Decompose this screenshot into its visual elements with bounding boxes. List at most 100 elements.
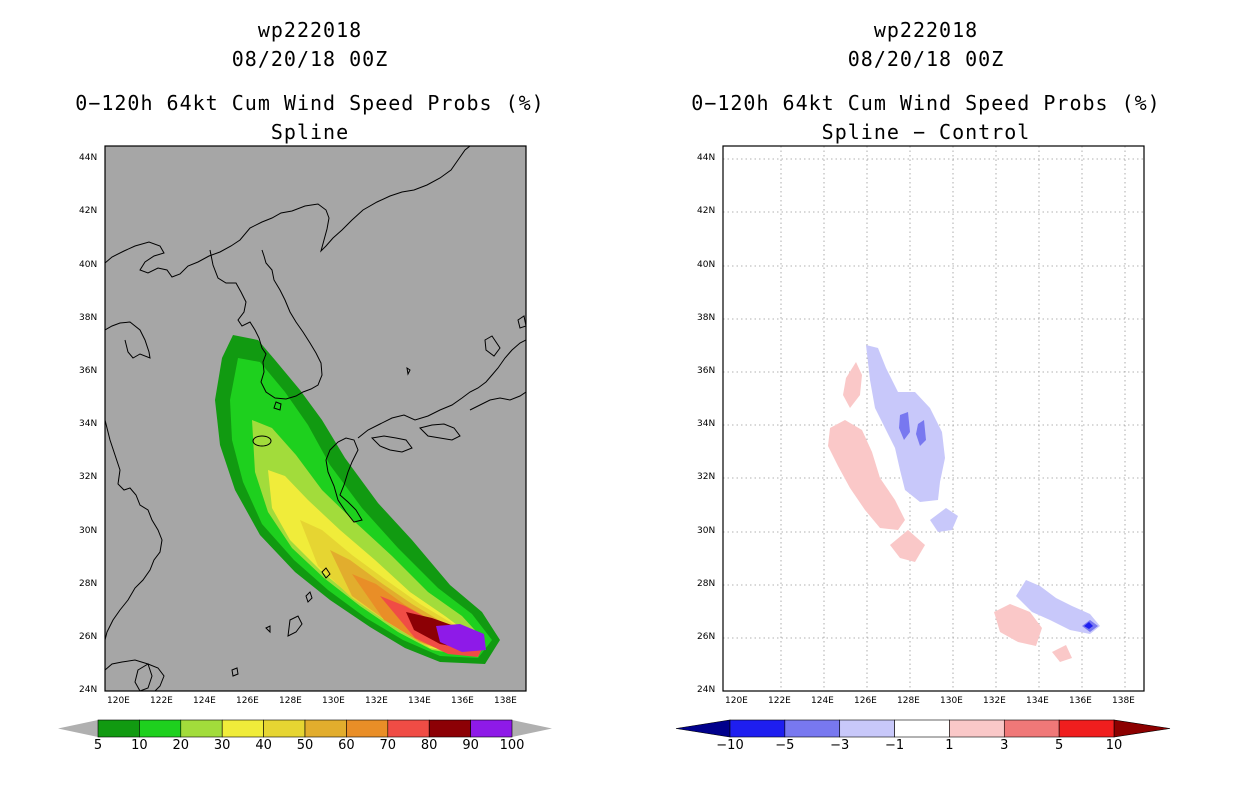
right-lon-tick: 130E <box>940 696 963 706</box>
right-title-storm-id: wp222018 <box>873 18 979 42</box>
colorbar-swatch <box>894 719 950 738</box>
left-colorbar-label: 80 <box>420 738 438 753</box>
colorbar-swatch <box>729 719 786 738</box>
difference-field <box>828 345 1100 662</box>
right-lon-tick: 128E <box>897 696 920 706</box>
colorbar-swatch <box>1003 719 1060 738</box>
right-title-date: 08/20/18 00Z <box>847 47 1005 71</box>
colorbar-swatch <box>221 719 264 738</box>
right-title-product: 0−120h 64kt Cum Wind Speed Probs (%) <box>691 91 1161 115</box>
colorbar-swatch <box>97 719 140 738</box>
colorbar-swatch <box>387 719 430 738</box>
colorbar-swatch <box>304 719 347 738</box>
left-lat-tick: 26N <box>79 632 98 642</box>
right-lat-tick: 24N <box>697 685 716 695</box>
left-lat-tick: 40N <box>79 260 98 270</box>
right-lat-tick: 30N <box>697 526 716 536</box>
left-lat-tick: 34N <box>79 419 98 429</box>
colorbar-end-right <box>512 720 552 737</box>
right-colorbar-label: −5 <box>775 738 795 753</box>
colorbar-swatch <box>470 719 513 738</box>
left-map-frame <box>104 145 527 692</box>
right-lat-tick: 42N <box>697 206 716 216</box>
right-lon-tick: 124E <box>811 696 834 706</box>
colorbar-swatch <box>949 719 1005 738</box>
left-lon-tick: 120E <box>107 696 130 706</box>
right-lon-tick: 122E <box>768 696 791 706</box>
left-lon-tick: 122E <box>150 696 173 706</box>
colorbar-end-right <box>1113 719 1171 738</box>
colorbar-swatch <box>1058 719 1115 738</box>
left-colorbar-label: 20 <box>172 738 190 753</box>
right-colorbar-label: −3 <box>830 738 850 753</box>
right-colorbar-label: 1 <box>945 738 954 753</box>
left-lon-tick: 124E <box>193 696 216 706</box>
right-colorbar-label: 3 <box>1000 738 1009 753</box>
right-map-panel <box>722 145 1145 692</box>
left-colorbar-label: 10 <box>131 738 148 753</box>
right-colorbar-label: 5 <box>1055 738 1064 753</box>
left-lat-tick: 32N <box>79 472 98 482</box>
right-lat-tick: 34N <box>697 419 716 429</box>
right-lat-tick: 38N <box>697 313 716 323</box>
left-lat-tick: 44N <box>79 153 98 163</box>
left-lat-tick: 30N <box>79 526 98 536</box>
left-colorbar-label: 90 <box>462 738 479 753</box>
right-lon-tick: 138E <box>1112 696 1135 706</box>
left-colorbar-label: 5 <box>93 738 103 753</box>
right-lon-tick: 136E <box>1069 696 1092 706</box>
left-lon-tick: 134E <box>408 696 431 706</box>
left-lat-tick: 24N <box>79 685 98 695</box>
left-map-panel <box>104 145 527 692</box>
probability-swath <box>215 335 500 664</box>
left-lon-tick: 126E <box>236 696 259 706</box>
left-colorbar-label: 70 <box>379 738 397 753</box>
colorbar-end-left <box>675 719 731 738</box>
left-colorbar-label: 30 <box>213 738 231 753</box>
left-colorbar-label: 50 <box>296 738 314 753</box>
left-colorbar-label: 100 <box>499 738 525 753</box>
right-lat-tick: 28N <box>697 579 716 589</box>
colorbar-end-left <box>58 720 98 737</box>
right-lat-tick: 26N <box>697 632 716 642</box>
colorbar-swatch <box>428 719 471 738</box>
right-lat-tick: 40N <box>697 260 716 270</box>
right-lon-tick: 126E <box>854 696 877 706</box>
left-lon-tick: 138E <box>494 696 517 706</box>
left-lat-tick: 42N <box>79 206 98 216</box>
right-title-method: Spline − Control <box>821 120 1031 144</box>
left-lon-tick: 130E <box>322 696 345 706</box>
left-colorbar-label: 60 <box>338 738 355 753</box>
right-lon-tick: 132E <box>983 696 1006 706</box>
left-lat-tick: 38N <box>79 313 98 323</box>
right-colorbar <box>675 719 1171 738</box>
left-title-product: 0−120h 64kt Cum Wind Speed Probs (%) <box>75 91 545 115</box>
right-map-grid <box>723 146 1144 691</box>
colorbar-swatch <box>139 719 182 738</box>
left-colorbar-label: 40 <box>255 738 272 753</box>
right-lon-tick: 134E <box>1026 696 1049 706</box>
left-lat-tick: 28N <box>79 579 98 589</box>
right-lat-tick: 32N <box>697 472 716 482</box>
right-lon-tick: 120E <box>725 696 748 706</box>
colorbar-swatch <box>839 719 895 738</box>
left-lon-tick: 132E <box>365 696 388 706</box>
colorbar-swatch <box>180 719 223 738</box>
right-lat-tick: 44N <box>697 153 716 163</box>
left-lon-tick: 128E <box>279 696 302 706</box>
right-map-frame <box>722 145 1145 692</box>
left-title-date: 08/20/18 00Z <box>231 47 389 71</box>
left-lat-tick: 36N <box>79 366 98 376</box>
right-colorbar-label: 10 <box>1105 738 1123 753</box>
right-colorbar-label: −10 <box>716 738 744 753</box>
colorbar-swatch <box>263 719 306 738</box>
left-title-storm-id: wp222018 <box>257 18 363 42</box>
left-title-method: Spline <box>270 120 350 144</box>
colorbar-swatch <box>784 719 841 738</box>
right-lat-tick: 36N <box>697 366 716 376</box>
left-lon-tick: 136E <box>451 696 474 706</box>
left-colorbar <box>58 719 552 738</box>
colorbar-swatch <box>346 719 389 738</box>
right-colorbar-label: −1 <box>884 738 905 753</box>
